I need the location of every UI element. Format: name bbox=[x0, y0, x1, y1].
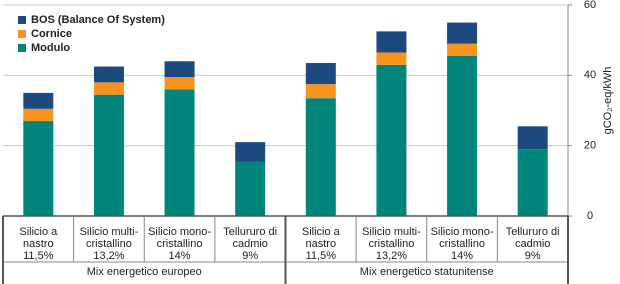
bar-segment bbox=[376, 31, 407, 53]
bar-segment bbox=[93, 94, 124, 216]
y-tick-label: 60 bbox=[584, 0, 596, 11]
x-tick-label: cadmio bbox=[515, 238, 550, 250]
x-tick-label: 9% bbox=[242, 250, 258, 262]
y-tick-label: 20 bbox=[584, 140, 596, 152]
legend-label: Modulo bbox=[31, 42, 70, 54]
bar-segment bbox=[235, 161, 266, 216]
legend-swatch bbox=[18, 30, 26, 38]
legend-swatch bbox=[18, 44, 26, 52]
x-tick-label: Silicio multi- bbox=[362, 226, 421, 238]
x-tick-label: nastro bbox=[23, 238, 54, 250]
bar-segment bbox=[517, 126, 548, 150]
bar-segment bbox=[235, 142, 266, 162]
x-tick-label: Tellururo di bbox=[506, 226, 560, 238]
legend-swatch bbox=[18, 16, 26, 24]
x-tick-label: nastro bbox=[306, 238, 337, 250]
x-tick-label: cristallino bbox=[157, 238, 203, 250]
legend-label: BOS (Balance Of System) bbox=[31, 14, 165, 26]
x-tick-label: 14% bbox=[169, 250, 191, 262]
bar-segment bbox=[517, 149, 548, 216]
y-axis-label: gCO₂-eq/kWh bbox=[602, 67, 614, 135]
x-tick-label: Silicio a bbox=[302, 226, 341, 238]
bar-segment bbox=[93, 66, 124, 83]
x-tick-label: Silicio multi- bbox=[80, 226, 139, 238]
bar-segment bbox=[164, 89, 195, 216]
bar-segment bbox=[305, 84, 336, 99]
bar-segment bbox=[305, 63, 336, 85]
bar-segment bbox=[305, 98, 336, 216]
bar-segment bbox=[164, 61, 195, 78]
x-tick-label: cristallino bbox=[439, 238, 485, 250]
group-label: Mix energetico europeo bbox=[87, 266, 202, 278]
x-tick-label: 11,5% bbox=[23, 250, 54, 262]
bar-segment bbox=[164, 77, 195, 90]
bar-segment bbox=[376, 52, 407, 65]
x-tick-label: cristallino bbox=[369, 238, 415, 250]
bar-segment bbox=[93, 82, 124, 95]
x-tick-label: 13,2% bbox=[93, 250, 124, 262]
group-label: Mix energetico statunitense bbox=[360, 266, 494, 278]
y-tick-label: 40 bbox=[584, 69, 596, 81]
x-tick-label: 11,5% bbox=[306, 250, 337, 262]
bar-segment bbox=[23, 108, 54, 122]
legend-label: Cornice bbox=[31, 28, 72, 40]
x-tick-label: Silicio mono- bbox=[431, 226, 494, 238]
x-tick-label: Tellururo di bbox=[223, 226, 277, 238]
x-tick-label: cadmio bbox=[232, 238, 267, 250]
bar-segment bbox=[447, 22, 478, 44]
x-tick-label: 13,2% bbox=[376, 250, 407, 262]
bar-segment bbox=[23, 121, 54, 216]
x-tick-label: cristallino bbox=[86, 238, 132, 250]
bar-segment bbox=[447, 43, 478, 56]
bar-segment bbox=[376, 64, 407, 217]
y-tick-label: 0 bbox=[587, 210, 593, 222]
x-tick-label: 9% bbox=[525, 250, 541, 262]
x-tick-label: Silicio a bbox=[19, 226, 58, 238]
x-tick-label: 14% bbox=[451, 250, 473, 262]
x-tick-label: Silicio mono- bbox=[148, 226, 211, 238]
bar-segment bbox=[447, 55, 478, 216]
bar-segment bbox=[23, 92, 54, 109]
